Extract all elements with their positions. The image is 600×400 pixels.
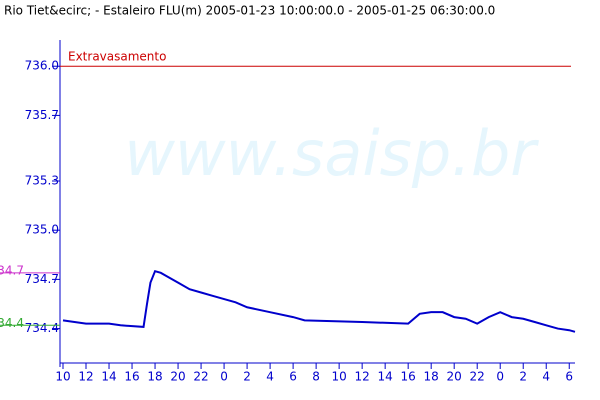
marker-label: 734.7	[0, 263, 24, 277]
x-tick-label: 10	[55, 370, 70, 384]
x-tick-label: 6	[289, 370, 297, 384]
x-tick-label: 20	[170, 370, 185, 384]
y-tick-label: 735.3	[25, 174, 59, 188]
x-tick-label: 4	[542, 370, 550, 384]
x-tick-label: 20	[447, 370, 462, 384]
x-tick-label: 18	[147, 370, 162, 384]
x-tick-label: 4	[266, 370, 274, 384]
threshold-label: Extravasamento	[68, 50, 166, 64]
x-tick-label: 14	[101, 370, 116, 384]
x-tick-label: 8	[312, 370, 320, 384]
series-line	[62, 269, 576, 333]
x-tick-label: 2	[243, 370, 251, 384]
x-tick-label: 0	[220, 370, 228, 384]
y-tick-label: 735.0	[25, 223, 59, 237]
y-tick-label: 734.4	[25, 321, 59, 335]
x-tick-label: 10	[331, 370, 346, 384]
y-tick-label: 735.7	[25, 108, 59, 122]
x-tick-label: 16	[124, 370, 139, 384]
y-tick-label: 736.0	[25, 59, 59, 73]
x-tick-label: 2	[519, 370, 527, 384]
x-tick-label: 14	[378, 370, 393, 384]
x-tick-label: 6	[565, 370, 573, 384]
chart-title: Rio Tiet&ecirc; - Estaleiro FLU(m) 2005-…	[4, 4, 495, 18]
x-tick-label: 16	[401, 370, 416, 384]
x-tick-label: 0	[496, 370, 504, 384]
x-tick-label: 12	[355, 370, 370, 384]
x-tick-label: 22	[193, 370, 208, 384]
watermark: www.saisp.br	[124, 117, 539, 190]
marker-label: 734.4	[0, 316, 24, 330]
x-tick-label: 22	[470, 370, 485, 384]
x-tick-label: 12	[78, 370, 93, 384]
y-tick-label: 734.7	[25, 272, 59, 286]
x-tick-label: 18	[424, 370, 439, 384]
